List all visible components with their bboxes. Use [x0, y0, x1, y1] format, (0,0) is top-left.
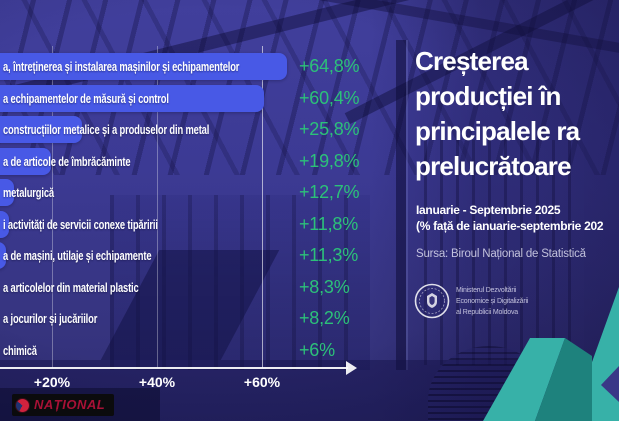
title-line: principalele ra — [415, 116, 580, 146]
subtitle-comparison: (% față de ianuarie-septembrie 202 — [416, 219, 604, 233]
gridline — [52, 46, 53, 368]
ministry-logo: Ministerul Dezvoltării Economice și Digi… — [414, 283, 614, 323]
x-axis-arrow-icon — [346, 361, 357, 375]
photo-pillar-highlight — [406, 40, 408, 370]
bar-label: a jocurilor și jucăriilor — [3, 311, 98, 326]
bar-value: +12,7% — [299, 182, 360, 202]
x-axis — [0, 367, 348, 369]
ministry-name: Ministerul Dezvoltării Economice și Digi… — [456, 285, 528, 318]
watermark-circle-icon — [15, 397, 30, 413]
bar-label: i activități de servicii conexe tipăriri… — [3, 217, 158, 232]
bar-value: +6% — [299, 340, 335, 360]
title-line: Creșterea — [415, 46, 529, 76]
bar-label: a, întreținerea și instalarea mașinilor … — [3, 59, 240, 74]
title-line: prelucrătoare — [415, 151, 572, 181]
bar-label: chimică — [3, 343, 37, 358]
bar-value: +19,8% — [299, 151, 360, 171]
bar — [0, 148, 51, 175]
watermark-logo: NAȚIONAL — [12, 394, 114, 416]
bar — [0, 211, 9, 238]
bar — [0, 116, 82, 143]
source-text: Sursa: Biroul Național de Statistică — [416, 248, 586, 260]
bar — [0, 179, 14, 206]
bar-label: construcțiilor metalice și a produselor … — [3, 122, 210, 137]
bar — [0, 53, 287, 80]
bar-value: +8,3% — [299, 277, 350, 297]
ministry-name-line: Economice și Digitalizării — [456, 298, 529, 305]
subtitle-period: Ianuarie - Septembrie 2025 — [416, 203, 561, 217]
x-tick-label: +40% — [138, 374, 176, 390]
photo-metal-rack — [424, 140, 584, 365]
bar-value: +64,8% — [299, 56, 360, 76]
ministry-name-line: al Republicii Moldova — [456, 309, 518, 316]
bar-value: +60,4% — [299, 88, 360, 108]
ministry-name-line: Ministerul Dezvoltării — [456, 287, 517, 294]
bar-label: metalurgică — [3, 185, 54, 200]
watermark-text: NAȚIONAL — [34, 397, 106, 412]
bar — [0, 85, 264, 112]
photo-pillar — [396, 40, 406, 370]
bar-label: a de articole de îmbrăcăminte — [3, 154, 131, 169]
gridline — [157, 46, 158, 368]
page-title: Creșterea producției în principalele ra … — [415, 44, 580, 184]
x-tick-label: +20% — [33, 374, 71, 390]
bar-value: +8,2% — [299, 308, 350, 328]
bar-label: a echipamentelor de măsură și control — [3, 91, 169, 106]
ministry-seal-icon — [414, 283, 450, 319]
bar — [0, 242, 6, 269]
bar-value: +25,8% — [299, 119, 360, 139]
bar-label: a de mașini, utilaje și echipamente — [3, 248, 152, 263]
title-line: producției în — [415, 81, 561, 111]
gridline — [262, 46, 263, 368]
bar-value: +11,3% — [299, 245, 359, 265]
bar-label: a articolelor din material plastic — [3, 280, 139, 295]
x-tick-label: +60% — [243, 374, 281, 390]
bar-value: +11,8% — [299, 214, 359, 234]
